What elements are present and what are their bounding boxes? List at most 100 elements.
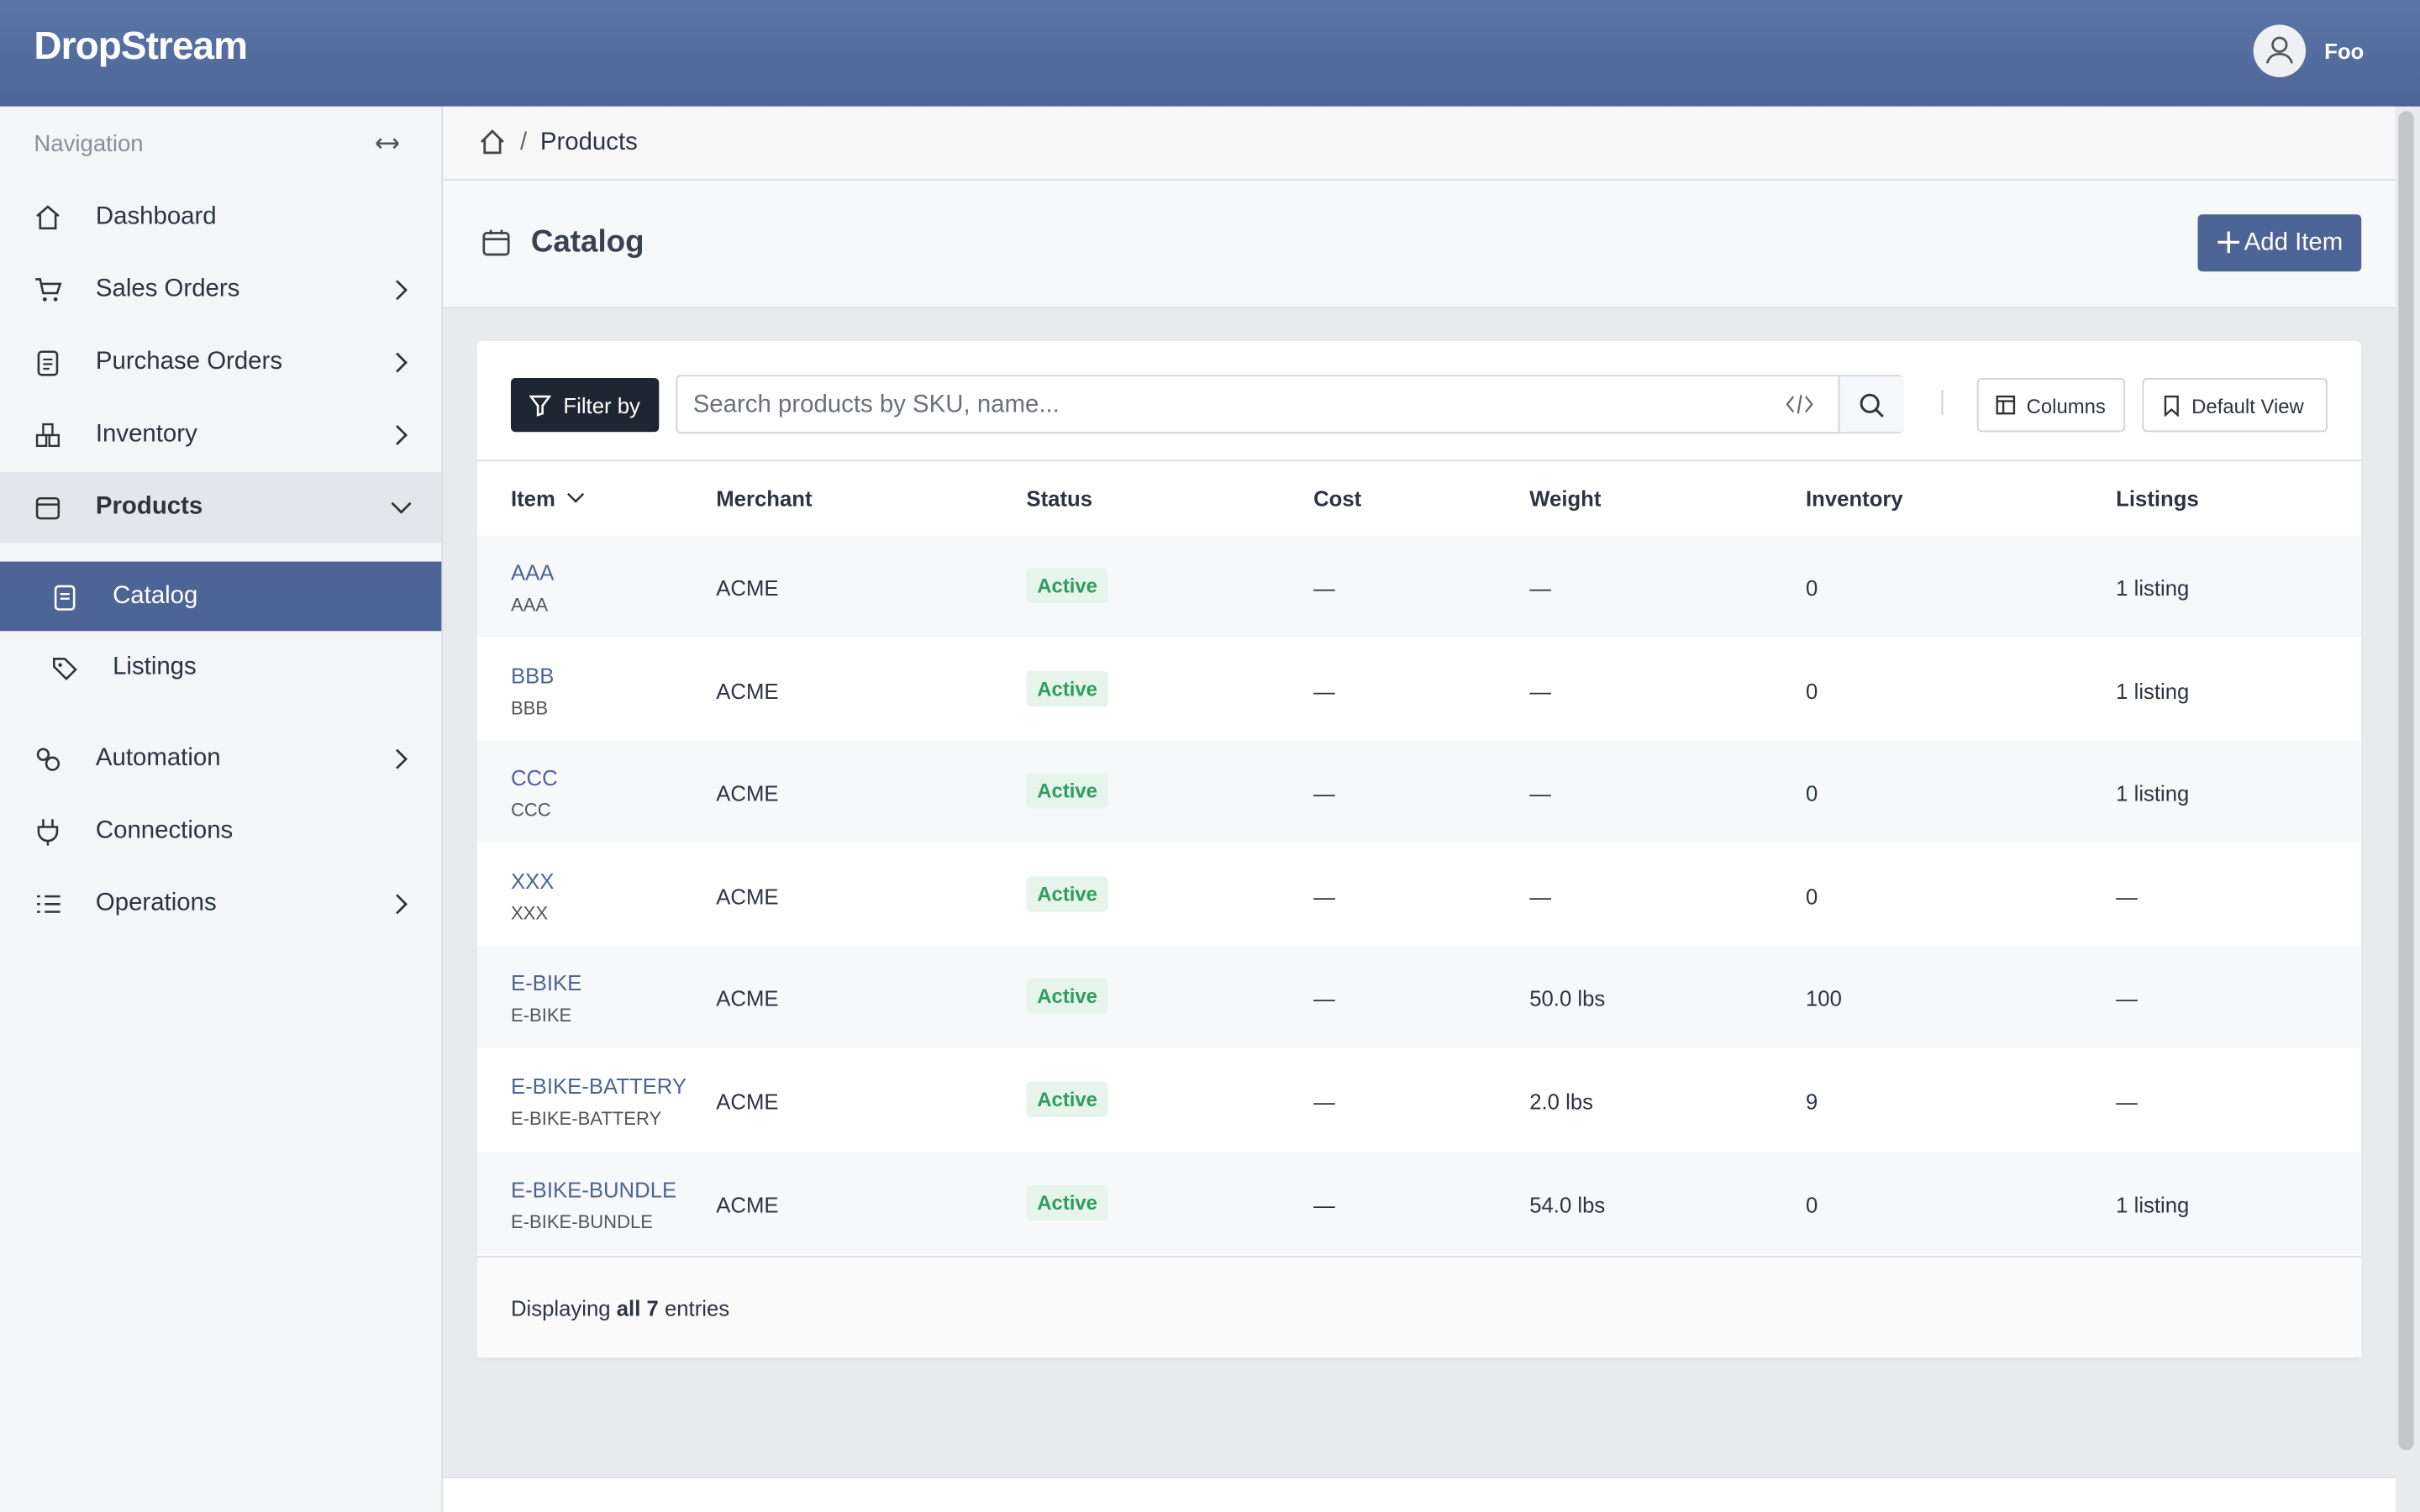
- nav-label: Listings: [113, 654, 197, 681]
- table-row: E-BIKE-BATTERY E-BIKE-BATTERY ACME Active — 2…: [477, 1049, 2362, 1151]
- nav-item[interactable]: Dashboard: [0, 182, 441, 253]
- scrollbar[interactable]: [2398, 111, 2414, 1451]
- item-name[interactable]: BBB: [510, 663, 555, 688]
- column-header[interactable]: Merchant: [716, 486, 813, 511]
- code-icon[interactable]: [1786, 393, 1813, 415]
- status-badge: Active: [1026, 773, 1108, 809]
- nav-icon: [35, 496, 60, 520]
- sidebar: Navigation: [0, 106, 444, 1512]
- merchant: ACME: [716, 986, 779, 1011]
- nav-icon: [36, 748, 60, 771]
- nav-item[interactable]: Purchase Orders: [0, 327, 441, 397]
- item-sku: XXX: [510, 902, 549, 924]
- cost: —: [1313, 1089, 1335, 1115]
- nav-label: Catalog: [113, 583, 198, 610]
- nav-chevron[interactable]: [389, 350, 413, 375]
- catalog-icon: [482, 229, 510, 256]
- add-item-button[interactable]: Add Item: [2197, 214, 2362, 272]
- nav-label: Dashboard: [95, 203, 217, 230]
- inventory: 9: [1805, 1089, 1818, 1115]
- item-name[interactable]: E-BIKE-BUNDLE: [510, 1176, 677, 1202]
- status-badge: Active: [1026, 1184, 1108, 1221]
- column-header[interactable]: Status: [1026, 486, 1093, 511]
- search-input[interactable]: Search products by SKU, name...: [676, 375, 1905, 434]
- breadcrumb-current[interactable]: Products: [539, 129, 638, 156]
- item-sku: BBB: [510, 696, 549, 719]
- avatar[interactable]: [2253, 24, 2307, 77]
- column-header[interactable]: Weight: [1529, 486, 1602, 511]
- top-bar: DropStream Foo: [0, 0, 2420, 107]
- item-sku: E-BIKE-BUNDLE: [510, 1210, 653, 1232]
- nav-item[interactable]: Automation: [0, 723, 441, 794]
- entries-suffix: entries: [664, 1295, 730, 1321]
- nav-item[interactable]: Listings: [0, 633, 441, 703]
- page-title: Catalog: [530, 225, 644, 260]
- user-name[interactable]: Foo: [2324, 38, 2365, 64]
- table-row: XXX XXX ACME Active — — 0 —: [477, 843, 2362, 945]
- nav-chevron[interactable]: [389, 747, 413, 771]
- weight: 54.0 lbs: [1529, 1192, 1606, 1217]
- nav-item[interactable]: Products: [0, 472, 442, 543]
- separator: /: [519, 129, 528, 156]
- sort-icon[interactable]: [566, 491, 585, 506]
- view-button[interactable]: Default View: [2142, 378, 2328, 433]
- filter-button[interactable]: Filter by: [510, 378, 660, 433]
- nav-label: Operations: [95, 890, 217, 917]
- nav-label: Automation: [95, 745, 221, 772]
- breadcrumb: / Products: [443, 106, 2396, 181]
- weight: —: [1529, 678, 1551, 703]
- listings: —: [2116, 884, 2138, 909]
- divider: [1941, 390, 1944, 416]
- table-footer: Displaying all 7 entries: [476, 1257, 2362, 1358]
- nav-label: Sales Orders: [95, 276, 240, 303]
- nav-item[interactable]: Inventory: [0, 400, 441, 470]
- status-badge: Active: [1026, 979, 1108, 1015]
- item-sku: AAA: [510, 594, 549, 616]
- nav-item[interactable]: Catalog: [0, 561, 442, 632]
- nav-chevron[interactable]: [389, 423, 413, 447]
- item-name[interactable]: E-BIKE-BATTERY: [510, 1074, 687, 1099]
- nav-icon: [35, 423, 60, 448]
- nav-label: Connections: [95, 817, 234, 844]
- item-name[interactable]: CCC: [510, 765, 558, 790]
- listings: 1 listing: [2116, 780, 2190, 806]
- weight: 50.0 lbs: [1529, 986, 1606, 1011]
- columns-button[interactable]: Columns: [1976, 378, 2126, 433]
- inventory: 100: [1805, 986, 1842, 1011]
- brand[interactable]: DropStream: [34, 24, 248, 68]
- listings: —: [2116, 1089, 2138, 1115]
- item-name[interactable]: XXX: [510, 868, 555, 894]
- column-header[interactable]: Item: [510, 486, 555, 511]
- column-header[interactable]: Inventory: [1805, 486, 1903, 511]
- listings: 1 listing: [2116, 678, 2190, 703]
- weight: 2.0 lbs: [1529, 1089, 1593, 1115]
- entries-prefix: Displaying: [510, 1295, 611, 1321]
- item-name[interactable]: E-BIKE: [510, 971, 582, 996]
- status-badge: Active: [1026, 670, 1108, 706]
- nav-item[interactable]: Connections: [0, 796, 441, 867]
- merchant: ACME: [716, 1192, 779, 1217]
- nav-chevron[interactable]: [389, 278, 413, 302]
- column-header[interactable]: Listings: [2116, 486, 2199, 511]
- collapse-toggle[interactable]: [373, 133, 401, 155]
- nav-chevron[interactable]: [389, 496, 413, 520]
- title-bar: Catalog Add Item: [443, 180, 2396, 309]
- item-name[interactable]: AAA: [510, 559, 555, 585]
- item-sku: E-BIKE: [510, 1005, 572, 1027]
- nav-item[interactable]: Sales Orders: [0, 255, 441, 325]
- nav-item[interactable]: Operations: [0, 869, 441, 939]
- cost: —: [1313, 575, 1335, 601]
- nav-icon: [53, 658, 77, 680]
- search-button[interactable]: [1838, 376, 1905, 433]
- entries-count: all 7: [616, 1295, 659, 1321]
- inventory: 0: [1805, 575, 1818, 601]
- column-header[interactable]: Cost: [1313, 486, 1362, 511]
- merchant: ACME: [716, 884, 779, 909]
- nav-label: Purchase Orders: [95, 349, 283, 375]
- home-icon[interactable]: [478, 128, 506, 155]
- nav-chevron[interactable]: [389, 892, 413, 916]
- table-row: BBB BBB ACME Active — — 0 1 listing: [477, 638, 2362, 740]
- inventory: 0: [1805, 884, 1818, 909]
